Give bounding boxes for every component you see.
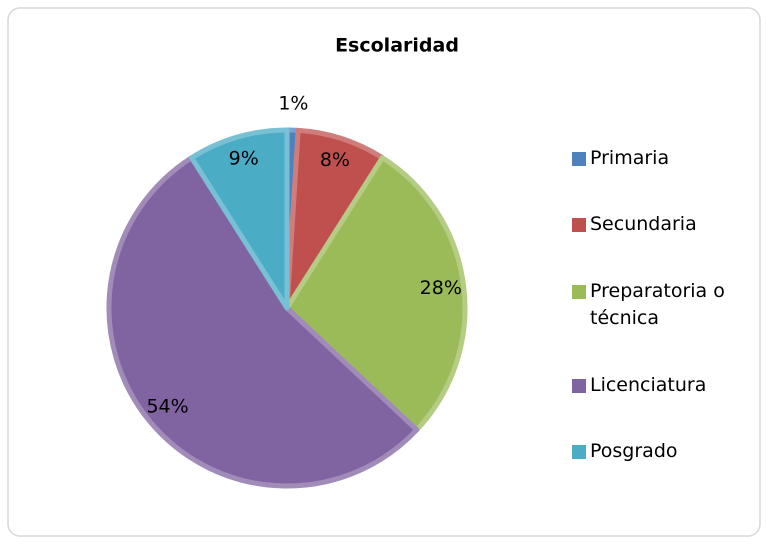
legend-label: Secundaria (590, 213, 697, 236)
legend-label: Preparatoria o técnica (590, 279, 725, 329)
legend-label: Licenciatura (590, 373, 707, 396)
legend-swatch (572, 445, 586, 460)
legend-swatch (572, 284, 586, 299)
legend: Primaria Secundaria Preparatoria o técnica… (572, 125, 752, 485)
pie-slice (106, 155, 420, 489)
data-label: 54% (146, 395, 188, 417)
chart-title: Escolaridad (335, 35, 459, 57)
legend-item: Preparatoria o técnica (572, 278, 752, 332)
data-label: 9% (229, 148, 259, 170)
legend-swatch (572, 151, 586, 166)
legend-label: Primaria (590, 146, 670, 169)
pie-slice (189, 127, 290, 311)
legend-item: Primaria (572, 145, 752, 172)
data-label: 8% (320, 149, 350, 171)
legend-swatch (572, 378, 586, 393)
pie-slice (284, 155, 468, 433)
legend-item: Posgrado (572, 438, 752, 465)
data-label: 28% (420, 277, 462, 299)
legend-label: Posgrado (590, 440, 678, 463)
legend-item: Secundaria (572, 211, 752, 238)
legend-swatch (572, 218, 586, 233)
data-label: 1% (278, 93, 308, 115)
legend-item: Licenciatura (572, 372, 752, 399)
